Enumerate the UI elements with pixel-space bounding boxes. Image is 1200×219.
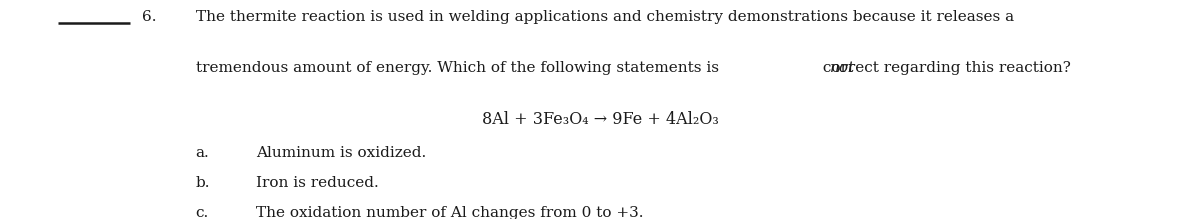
Text: The oxidation number of Al changes from 0 to +3.: The oxidation number of Al changes from … <box>256 206 643 219</box>
Text: Aluminum is oxidized.: Aluminum is oxidized. <box>256 146 426 160</box>
Text: c.: c. <box>196 206 209 219</box>
Text: not: not <box>829 61 854 75</box>
Text: 8Al + 3Fe₃O₄ → 9Fe + 4Al₂O₃: 8Al + 3Fe₃O₄ → 9Fe + 4Al₂O₃ <box>481 111 719 128</box>
Text: tremendous amount of energy. Which of the following statements is: tremendous amount of energy. Which of th… <box>196 61 724 75</box>
Text: The thermite reaction is used in welding applications and chemistry demonstratio: The thermite reaction is used in welding… <box>196 10 1014 24</box>
Text: b.: b. <box>196 176 210 190</box>
Text: a.: a. <box>196 146 209 160</box>
Text: correct regarding this reaction?: correct regarding this reaction? <box>818 61 1070 75</box>
Text: Iron is reduced.: Iron is reduced. <box>256 176 378 190</box>
Text: 6.: 6. <box>142 10 156 24</box>
